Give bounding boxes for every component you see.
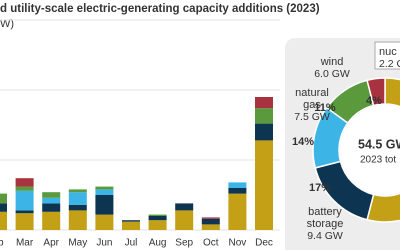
bar-segment xyxy=(95,186,114,190)
bar-segment xyxy=(255,108,273,124)
label-line: gas xyxy=(303,99,321,111)
label-line: battery xyxy=(308,206,342,218)
center-value: 54.5 GW xyxy=(358,137,400,151)
bar-segment xyxy=(42,197,61,204)
label-line: natural xyxy=(295,87,329,99)
chart-title: d utility-scale electric-generating capa… xyxy=(0,3,320,15)
slice-name: wind xyxy=(320,56,344,68)
x-tick-label: Jul xyxy=(125,238,138,249)
slice-name: battery storage xyxy=(307,206,344,230)
slice-percent: 11% xyxy=(314,102,336,114)
bar-segment xyxy=(0,211,7,230)
bar-segment xyxy=(0,193,7,204)
center-label: 2023 tot xyxy=(360,155,396,166)
slice-capacity: 7.5 GW xyxy=(294,111,330,123)
slice-percent: 14% xyxy=(292,136,314,148)
slice-name: nuc xyxy=(379,46,397,58)
slice-capacity: 6.0 GW xyxy=(314,68,350,80)
bar-segment xyxy=(95,214,114,230)
bar-segment xyxy=(228,188,247,194)
slice-percent: 17% xyxy=(309,182,331,194)
bar-segment xyxy=(228,193,247,230)
x-tick-label: May xyxy=(68,238,87,249)
bar-segment xyxy=(122,220,140,222)
x-tick-label: Oct xyxy=(203,238,219,249)
bar-segment xyxy=(175,210,194,230)
x-tick-label: eb xyxy=(0,238,4,249)
x-tick-label: Jun xyxy=(96,238,112,249)
label-line: storage xyxy=(307,218,344,230)
bar-segment xyxy=(15,190,34,211)
x-tick-label: Mar xyxy=(16,238,34,249)
bar-segment xyxy=(148,216,167,221)
x-tick-label: Apr xyxy=(43,238,59,249)
bar-segment xyxy=(68,189,87,193)
bar-segment xyxy=(201,218,220,225)
x-tick-label: Dec xyxy=(255,238,273,249)
donut-slice xyxy=(366,77,386,107)
label-box xyxy=(374,41,400,70)
bar-segment xyxy=(68,210,87,230)
bar-segment xyxy=(148,214,167,216)
x-tick-label: Aug xyxy=(149,238,167,249)
bar-segment xyxy=(42,211,61,230)
slice-capacity: 2.2 G xyxy=(379,58,400,70)
bar-segment xyxy=(255,123,273,141)
bar-segment xyxy=(201,217,220,219)
slice-name: natural gas xyxy=(295,87,329,111)
bar-segment xyxy=(255,97,273,109)
bar-segment xyxy=(15,178,34,187)
bar-segment xyxy=(15,210,34,214)
bar-segment xyxy=(201,224,220,230)
bar-segment xyxy=(42,192,61,198)
bar-segment xyxy=(15,213,34,230)
bar-segment xyxy=(15,186,34,191)
slice-capacity: 9.4 GW xyxy=(307,230,343,242)
bar-segment xyxy=(68,204,87,211)
bar-segment xyxy=(228,182,247,188)
bar-segment xyxy=(148,220,167,230)
chart-subtitle: W) xyxy=(0,18,14,30)
x-tick-label: Sep xyxy=(175,238,193,249)
bar-segment xyxy=(122,221,140,230)
bar-segment xyxy=(255,140,273,230)
bar-segment xyxy=(68,192,87,205)
bar-segment xyxy=(95,195,114,215)
bar-segment xyxy=(42,203,61,212)
bar-segment xyxy=(0,203,7,212)
x-tick-label: Nov xyxy=(229,238,247,249)
donut-center xyxy=(340,105,400,195)
bar-segment xyxy=(175,203,194,211)
bar-segment xyxy=(95,189,114,195)
slice-percent: 4% xyxy=(366,95,382,107)
